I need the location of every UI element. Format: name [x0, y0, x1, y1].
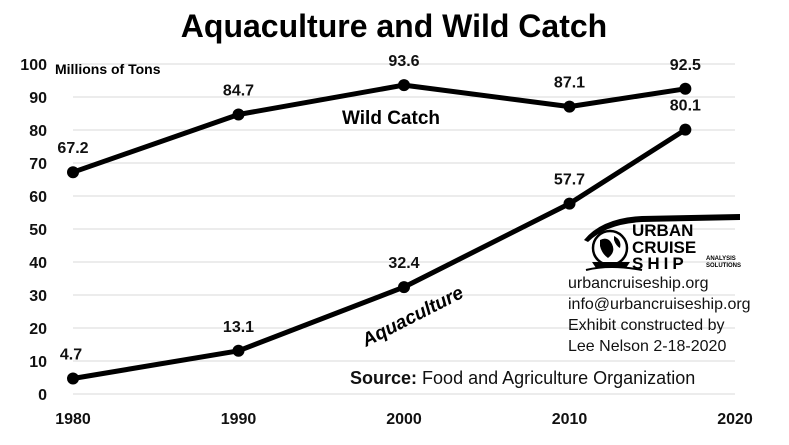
source-label: Source:	[350, 368, 418, 388]
y-axis-ticks: 0 10 20 30 40 50 60 70 80 90 100	[20, 57, 47, 404]
point-aquaculture-2017	[679, 123, 692, 136]
y-tick-0: 0	[38, 387, 47, 404]
chart-title: Aquaculture and Wild Catch	[181, 8, 607, 44]
x-tick-2020: 2020	[717, 411, 753, 428]
svg-text:CRUISE: CRUISE	[632, 238, 696, 257]
data-label-aquaculture-2010: 57.7	[554, 172, 585, 189]
data-label-aquaculture-1990: 13.1	[223, 319, 254, 336]
point-aquaculture-2000	[398, 281, 410, 294]
globe-ship-icon: URBAN CRUISE SHIP ANALYSIS SOLUTIONS	[584, 214, 741, 273]
svg-text:URBAN: URBAN	[632, 221, 693, 240]
point-aquaculture-1990	[232, 344, 245, 357]
data-label-aquaculture-2000: 32.4	[388, 255, 419, 272]
urban-cruise-ship-logo: URBAN CRUISE SHIP ANALYSIS SOLUTIONS	[582, 210, 752, 273]
svg-text:SOLUTIONS: SOLUTIONS	[706, 263, 741, 269]
y-tick-80: 80	[29, 123, 47, 140]
data-label-aquaculture-1980: 4.7	[60, 346, 82, 363]
x-axis-ticks: 1980 1990 2000 2010 2020	[55, 411, 753, 428]
series-label-wild-catch: Wild Catch	[342, 108, 440, 129]
y-tick-20: 20	[29, 321, 47, 338]
email-text: info@urbancruiseship.org	[568, 296, 751, 313]
point-wild-catch-1990	[232, 108, 245, 121]
series-label-aquaculture: Aquaculture	[358, 282, 468, 352]
source-note: Source: Food and Agriculture Organizatio…	[350, 368, 695, 389]
point-aquaculture-2010	[563, 197, 576, 210]
data-label-wild-catch-1980: 67.2	[57, 140, 88, 157]
source-text: Food and Agriculture Organization	[422, 368, 696, 388]
point-wild-catch-1980	[67, 166, 79, 179]
x-tick-2010: 2010	[552, 411, 588, 428]
point-wild-catch-2010	[563, 100, 576, 113]
point-wild-catch-2000	[398, 79, 410, 92]
data-labels: 67.2 84.7 93.6 87.1 92.5 4.7 13.1 32.4 57.7 80.1	[57, 53, 701, 363]
gridlines	[73, 63, 735, 395]
credit-line-2: Lee Nelson 2-18-2020	[568, 338, 727, 355]
series-points	[67, 79, 692, 385]
y-tick-50: 50	[29, 222, 47, 239]
y-tick-30: 30	[29, 288, 47, 305]
svg-text:SHIP: SHIP	[632, 254, 688, 272]
y-tick-100: 100	[20, 57, 47, 74]
point-wild-catch-2017	[679, 82, 692, 95]
x-tick-1980: 1980	[55, 411, 91, 428]
credit-line-1: Exhibit constructed by	[568, 317, 725, 334]
y-tick-60: 60	[29, 189, 47, 206]
data-label-wild-catch-2000: 93.6	[388, 53, 419, 70]
data-label-wild-catch-2010: 87.1	[554, 75, 585, 92]
point-aquaculture-1980	[67, 372, 79, 385]
data-label-wild-catch-2017: 92.5	[670, 57, 701, 74]
data-label-aquaculture-2017: 80.1	[670, 98, 701, 115]
x-tick-1990: 1990	[221, 411, 257, 428]
y-tick-10: 10	[29, 354, 47, 371]
y-axis-label: Millions of Tons	[55, 61, 161, 77]
x-tick-2000: 2000	[386, 411, 422, 428]
y-tick-40: 40	[29, 255, 47, 272]
y-tick-70: 70	[29, 156, 47, 173]
svg-text:ANALYSIS: ANALYSIS	[706, 256, 736, 262]
data-label-wild-catch-1990: 84.7	[223, 82, 254, 99]
website-text: urbancruiseship.org	[568, 275, 709, 292]
y-tick-90: 90	[29, 90, 47, 107]
